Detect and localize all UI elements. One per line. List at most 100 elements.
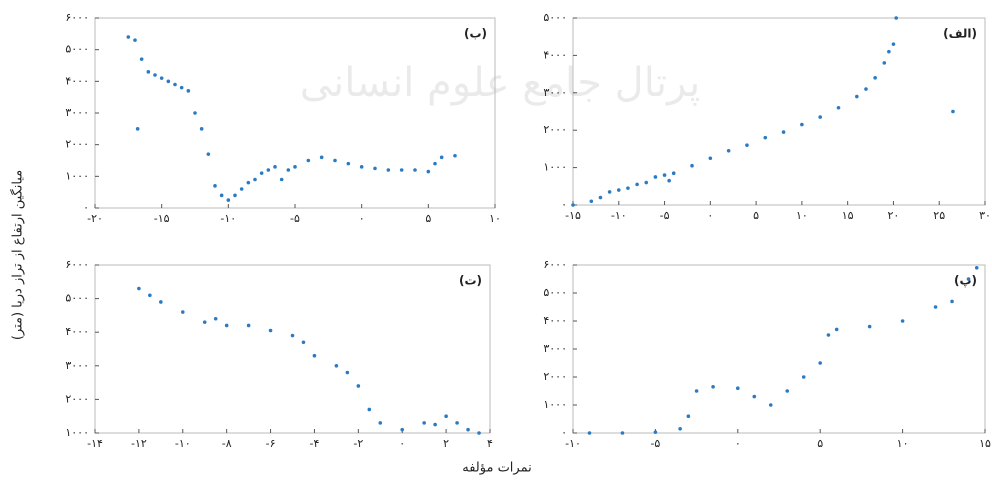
point: [439, 155, 444, 160]
x-tick-label: ۵: [753, 209, 759, 222]
point: [246, 323, 251, 328]
y-tick-label: ۴۰۰۰: [543, 48, 567, 61]
point: [587, 431, 592, 435]
x-tick-label: ۲۵: [933, 209, 945, 222]
point: [306, 158, 311, 163]
point: [426, 169, 431, 174]
x-tick-label: ۰: [707, 209, 713, 222]
point: [571, 203, 575, 207]
x-tick-label: ۱۵: [979, 437, 991, 450]
y-tick-label: ۳۰۰۰: [65, 359, 89, 372]
x-tick-label: ۲: [443, 437, 449, 450]
y-tick-label: ۴۰۰۰: [65, 325, 89, 338]
point: [626, 186, 630, 190]
point: [301, 340, 306, 345]
point: [711, 385, 715, 389]
x-tick-label: ۰: [399, 437, 405, 450]
x-tick-label: ۱۰: [897, 437, 909, 450]
point: [259, 171, 264, 175]
point: [186, 89, 191, 93]
y-tick-label: ۱۰۰۰: [543, 398, 567, 411]
y-tick-label: ۱۰۰۰: [543, 161, 567, 174]
point: [616, 188, 621, 192]
point: [834, 327, 839, 332]
point: [644, 180, 649, 185]
y-axis-label: میانگین ارتفاع از تراز دریا (متر): [10, 170, 26, 340]
point: [690, 163, 694, 168]
plot-frame: [94, 264, 491, 434]
point: [433, 422, 437, 427]
point: [826, 333, 831, 337]
y-tick-label: ۵۰۰۰: [65, 43, 89, 56]
panel-label: (ت): [459, 274, 482, 288]
point: [598, 195, 603, 200]
point: [864, 87, 868, 91]
point: [708, 156, 713, 161]
point: [224, 323, 229, 328]
point: [226, 198, 231, 202]
point: [179, 85, 184, 90]
x-tick-label: -۱۲: [131, 437, 147, 450]
y-tick-label: ۰: [561, 198, 567, 211]
y-tick-label: ۴۰۰۰: [65, 74, 89, 87]
point: [126, 35, 131, 39]
y-tick-label: ۲۰۰۰: [543, 123, 567, 136]
point: [146, 70, 151, 74]
point: [356, 384, 361, 388]
x-tick-label: ۰: [359, 212, 365, 225]
point: [891, 42, 896, 46]
point: [312, 353, 317, 358]
point: [433, 161, 437, 166]
point: [202, 320, 207, 324]
y-tick-label: ۶۰۰۰: [543, 258, 567, 271]
y-tick-label: ۶۰۰۰: [65, 258, 89, 271]
point: [268, 328, 273, 333]
point: [153, 73, 157, 77]
point: [818, 361, 822, 365]
point: [319, 155, 324, 160]
x-tick-label: -۴: [309, 437, 319, 450]
point: [213, 316, 218, 321]
point: [333, 158, 337, 163]
panel-label: (پ): [954, 274, 977, 288]
point: [133, 38, 137, 42]
x-tick-label: -۱۵: [154, 212, 170, 225]
point: [345, 370, 350, 375]
point: [678, 427, 682, 431]
point: [413, 168, 417, 172]
point: [867, 324, 872, 329]
point: [455, 421, 459, 425]
point: [213, 184, 217, 188]
point: [800, 122, 804, 127]
point: [293, 165, 297, 169]
point: [233, 193, 237, 198]
point: [694, 389, 699, 393]
plot-frame: [94, 17, 496, 209]
point: [166, 79, 171, 84]
x-tick-label: ۱۵: [842, 209, 854, 222]
point: [882, 61, 887, 65]
x-tick-label: ۳۰: [979, 209, 991, 222]
x-tick-label: ۰: [735, 437, 741, 450]
plot-frame: [572, 17, 986, 206]
point: [206, 152, 211, 156]
y-tick-label: ۳۰۰۰: [65, 106, 89, 119]
y-tick-label: ۰: [83, 201, 89, 214]
y-tick-label: ۲۰۰۰: [543, 370, 567, 383]
x-tick-label: -۸: [222, 437, 232, 450]
point: [951, 109, 955, 114]
point: [273, 165, 277, 169]
point: [801, 375, 806, 379]
point: [887, 49, 891, 54]
y-tick-label: ۰: [561, 426, 567, 439]
point: [173, 82, 177, 87]
y-tick-label: ۳۰۰۰: [543, 342, 567, 355]
point: [367, 407, 372, 412]
point: [266, 168, 271, 172]
y-tick-label: ۶۰۰۰: [65, 11, 89, 24]
point: [199, 127, 204, 131]
point: [159, 76, 164, 80]
point: [726, 148, 731, 153]
x-tick-label: -۶: [266, 437, 276, 450]
